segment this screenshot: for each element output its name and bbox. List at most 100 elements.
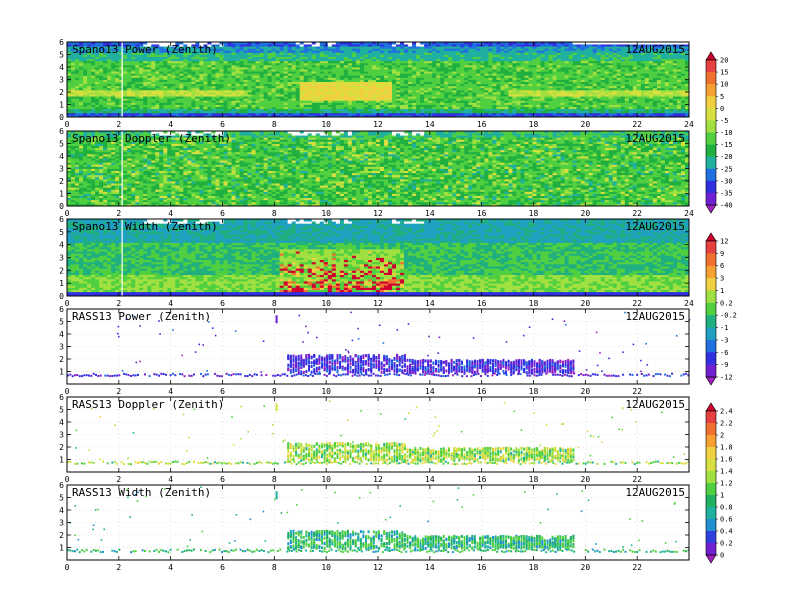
heatmap-cell <box>183 46 188 49</box>
heatmap-cell <box>375 48 381 51</box>
heatmap-cell <box>167 96 172 99</box>
heatmap-cell <box>139 73 144 76</box>
heatmap-cell <box>171 73 176 76</box>
heatmap-cell <box>215 54 220 57</box>
heatmap-cell <box>91 60 96 64</box>
heatmap-cell <box>371 96 377 99</box>
heatmap-cell <box>339 110 345 114</box>
heatmap-cell <box>155 106 160 110</box>
heatmap-cell <box>464 44 469 47</box>
heatmap-cell <box>199 44 204 47</box>
heatmap-cell <box>215 52 220 55</box>
heatmap-cell <box>319 108 325 112</box>
heatmap-cell <box>279 69 285 72</box>
heatmap-cell <box>508 100 513 103</box>
heatmap-cell <box>111 102 116 105</box>
heatmap-cell <box>183 110 188 114</box>
heatmap-cell <box>115 48 120 51</box>
heatmap-cell <box>103 100 108 103</box>
heatmap-cell <box>67 104 72 107</box>
heatmap-cell <box>380 114 385 117</box>
heatmap-cell <box>384 114 389 117</box>
heatmap-cell <box>279 44 285 47</box>
heatmap-cell <box>388 77 393 80</box>
heatmap-cell <box>319 42 325 45</box>
heatmap-cell <box>239 42 244 45</box>
heatmap-cell <box>175 98 180 101</box>
heatmap-cell <box>335 92 341 95</box>
heatmap-cell <box>484 85 489 89</box>
heatmap-cell <box>500 50 505 53</box>
heatmap-cell <box>95 102 100 105</box>
heatmap-cell <box>151 94 156 97</box>
heatmap-cell <box>115 81 120 85</box>
heatmap-cell <box>371 64 377 68</box>
heatmap-cell <box>496 102 501 105</box>
heatmap-cell <box>363 42 369 45</box>
heatmap-cell <box>359 50 365 53</box>
heatmap-cell <box>448 110 453 114</box>
heatmap-cell <box>183 48 188 51</box>
heatmap-cell <box>127 112 132 116</box>
heatmap-cell <box>195 85 200 89</box>
heatmap-cell <box>392 44 397 47</box>
heatmap-cell <box>452 92 457 95</box>
heatmap-cell <box>211 89 216 93</box>
heatmap-cell <box>135 67 140 70</box>
heatmap-cell <box>428 87 433 91</box>
heatmap-cell <box>436 60 441 64</box>
heatmap-cell <box>375 94 381 97</box>
heatmap-cell <box>175 87 180 91</box>
heatmap-cell <box>255 83 261 87</box>
heatmap-cell <box>347 56 353 60</box>
heatmap-cell <box>219 77 224 80</box>
heatmap-cell <box>83 110 88 114</box>
heatmap-cell <box>287 54 293 57</box>
heatmap-cell <box>347 94 353 97</box>
heatmap-cell <box>428 69 433 72</box>
heatmap-cell <box>99 62 104 66</box>
heatmap-cell <box>199 46 204 49</box>
heatmap-cell <box>392 46 397 49</box>
heatmap-cell <box>452 81 457 85</box>
heatmap-cell <box>492 69 497 72</box>
heatmap-cell <box>327 75 333 78</box>
heatmap-cell <box>347 112 353 116</box>
heatmap-cell <box>67 85 72 89</box>
heatmap-cell <box>271 50 277 53</box>
heatmap-cell <box>355 100 361 103</box>
heatmap-cell <box>460 75 465 78</box>
heatmap-cell <box>520 62 525 66</box>
heatmap-cell <box>327 69 333 72</box>
heatmap-cell <box>400 89 405 93</box>
heatmap-cell <box>408 75 413 78</box>
heatmap-cell <box>91 106 96 110</box>
heatmap-cell <box>99 48 104 51</box>
heatmap-cell <box>159 106 164 110</box>
heatmap-cell <box>227 73 232 76</box>
heatmap-cell <box>263 56 269 60</box>
heatmap-cell <box>255 46 261 49</box>
heatmap-cell <box>339 108 345 112</box>
heatmap-cell <box>283 108 289 112</box>
heatmap-cell <box>191 62 196 66</box>
heatmap-cell <box>187 62 192 66</box>
heatmap-cell <box>227 81 232 85</box>
heatmap-cell <box>480 98 485 101</box>
heatmap-cell <box>255 110 261 114</box>
heatmap-cell <box>464 48 469 51</box>
heatmap-cell <box>179 98 184 101</box>
heatmap-cell <box>444 73 449 76</box>
heatmap-cell <box>163 114 168 117</box>
heatmap-cell <box>271 94 277 97</box>
heatmap-cell <box>95 94 100 97</box>
heatmap-cell <box>484 56 489 60</box>
heatmap-cell <box>408 62 413 66</box>
heatmap-cell <box>375 89 381 93</box>
heatmap-cell <box>412 108 417 112</box>
heatmap-cell <box>83 89 88 93</box>
heatmap-cell <box>396 104 401 107</box>
heatmap-cell <box>195 77 200 80</box>
heatmap-cell <box>219 75 224 78</box>
heatmap-cell <box>203 92 208 95</box>
